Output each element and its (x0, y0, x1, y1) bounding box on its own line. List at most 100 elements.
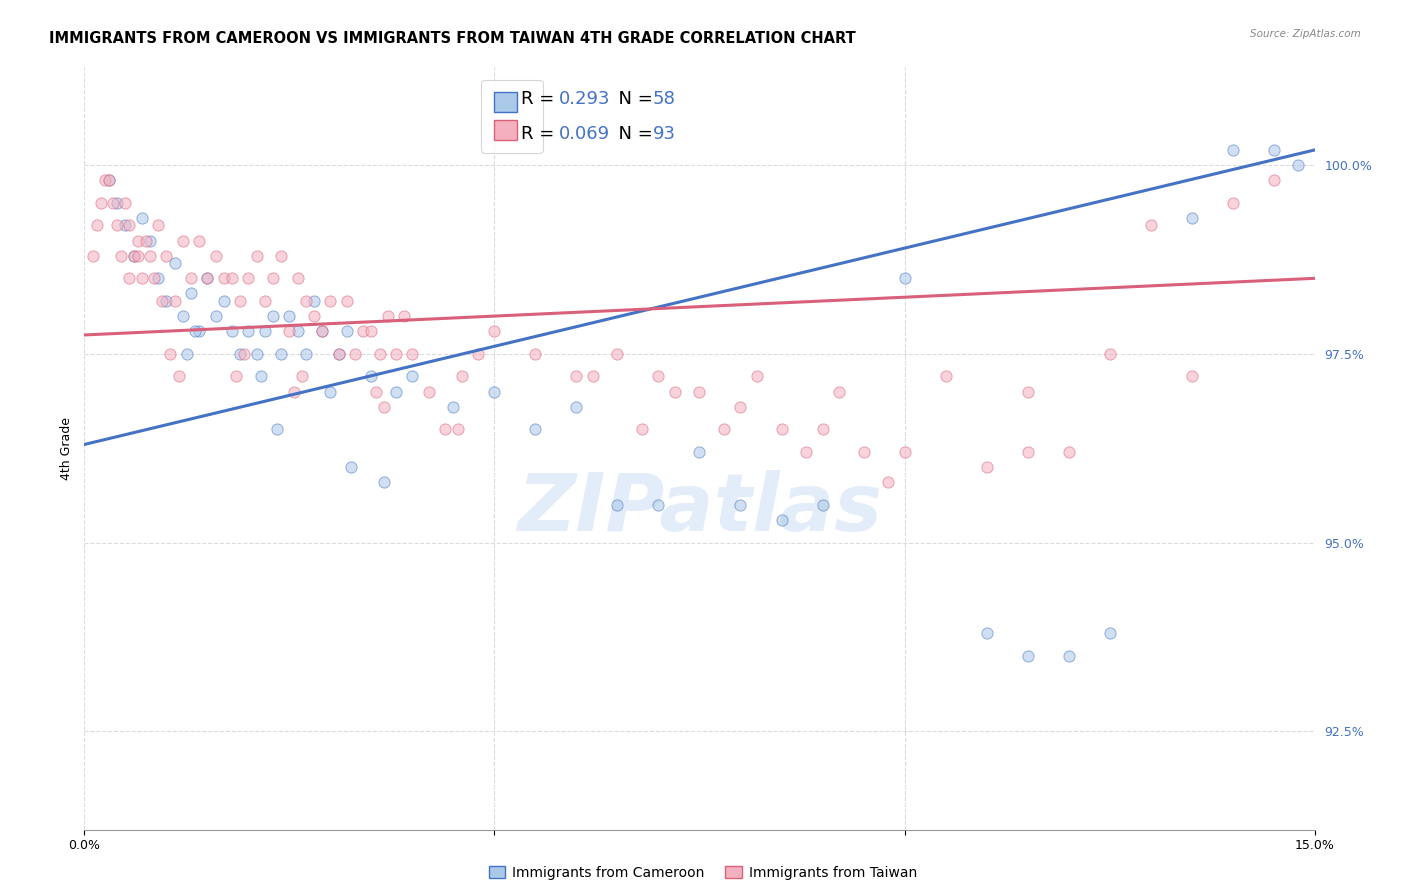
Point (484, 324, 506, 338)
Point (828, 384, 851, 399)
Point (360, 369, 382, 384)
Point (340, 460, 363, 475)
Point (565, 369, 588, 384)
Point (127, 234, 149, 248)
Point (131, 211, 153, 225)
Point (311, 324, 333, 338)
Point (204, 309, 226, 323)
Point (319, 293, 342, 308)
Point (253, 293, 276, 308)
Point (1139, 219, 1161, 233)
Point (689, 445, 711, 459)
Point (565, 400, 588, 414)
Point (647, 369, 669, 384)
Point (105, 195, 128, 210)
Point (730, 400, 752, 414)
Text: N =: N = (607, 90, 659, 108)
Point (262, 271, 284, 285)
Text: 58: 58 (652, 90, 676, 108)
Point (278, 309, 301, 323)
Point (98, 173, 120, 187)
Point (139, 249, 162, 263)
Point (287, 324, 309, 338)
Text: N =: N = (607, 125, 659, 143)
Legend: Immigrants from Cameroon, Immigrants from Taiwan: Immigrants from Cameroon, Immigrants fro… (484, 860, 922, 885)
Point (364, 384, 387, 399)
Point (1098, 626, 1121, 640)
Point (811, 498, 834, 512)
Point (262, 309, 284, 323)
Point (287, 271, 309, 285)
Text: Source: ZipAtlas.com: Source: ZipAtlas.com (1250, 29, 1361, 38)
Point (1263, 173, 1285, 187)
Point (139, 234, 162, 248)
Point (122, 249, 145, 263)
Y-axis label: 4th Grade: 4th Grade (60, 417, 73, 480)
Point (524, 422, 547, 436)
Point (118, 271, 141, 285)
Point (582, 369, 605, 384)
Point (770, 422, 793, 436)
Point (524, 347, 547, 361)
Point (446, 422, 468, 436)
Text: IMMIGRANTS FROM CAMEROON VS IMMIGRANTS FROM TAIWAN 4TH GRADE CORRELATION CHART: IMMIGRANTS FROM CAMEROON VS IMMIGRANTS F… (49, 31, 856, 46)
Point (131, 271, 153, 285)
Point (180, 286, 202, 301)
Point (114, 195, 136, 210)
Point (221, 324, 243, 338)
Point (385, 384, 408, 399)
Point (336, 293, 359, 308)
Point (360, 324, 382, 338)
Point (197, 271, 219, 285)
Point (148, 271, 170, 285)
Legend:  ,  : , (481, 79, 543, 153)
Point (1222, 143, 1244, 157)
Point (852, 445, 875, 459)
Point (86, 219, 108, 233)
Point (631, 422, 654, 436)
Point (328, 347, 350, 361)
Point (167, 369, 190, 384)
Point (188, 234, 211, 248)
Point (270, 249, 292, 263)
Point (172, 234, 194, 248)
Point (794, 445, 817, 459)
Point (94, 173, 117, 187)
Point (647, 498, 669, 512)
Text: R =: R = (522, 90, 560, 108)
Point (484, 384, 506, 399)
Point (1181, 369, 1204, 384)
Text: 0.293: 0.293 (560, 90, 610, 108)
Point (90, 195, 112, 210)
Point (443, 400, 465, 414)
Point (221, 271, 243, 285)
Point (225, 369, 247, 384)
Point (266, 422, 288, 436)
Point (418, 384, 440, 399)
Point (176, 347, 198, 361)
Point (893, 445, 915, 459)
Point (98, 173, 120, 187)
Point (105, 219, 128, 233)
Point (163, 293, 186, 308)
Point (155, 249, 177, 263)
Point (893, 271, 915, 285)
Point (246, 249, 269, 263)
Point (311, 324, 333, 338)
Point (1017, 648, 1039, 663)
Point (664, 384, 686, 399)
Point (713, 422, 735, 436)
Point (1263, 143, 1285, 157)
Point (295, 293, 318, 308)
Point (745, 369, 768, 384)
Point (935, 369, 957, 384)
Point (249, 369, 271, 384)
Point (212, 293, 235, 308)
Point (155, 293, 177, 308)
Point (150, 293, 173, 308)
Point (467, 347, 489, 361)
Point (302, 309, 325, 323)
Point (229, 293, 252, 308)
Point (368, 347, 391, 361)
Point (270, 347, 292, 361)
